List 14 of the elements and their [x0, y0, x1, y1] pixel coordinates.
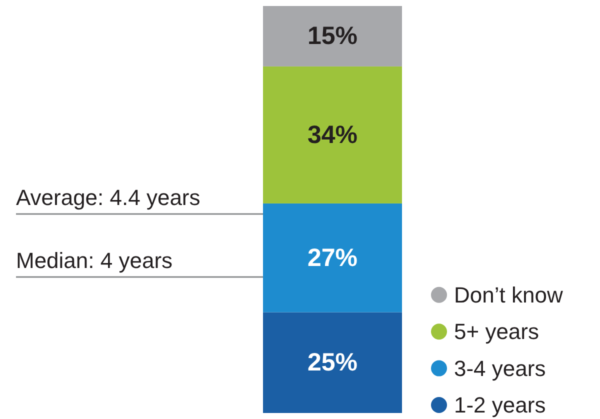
bar — [263, 203, 402, 312]
data-label: 15% — [307, 22, 358, 50]
text: Median: 4 years — [16, 248, 173, 273]
text: Average: 4.4 years — [16, 185, 200, 210]
legend-label: Don’t know — [454, 282, 563, 308]
bar — [263, 6, 402, 66]
legend-label: 3-4 years — [454, 356, 546, 381]
legend-label: 5+ years — [454, 319, 539, 344]
data-label: 25% — [307, 348, 358, 377]
data-label: 34% — [307, 120, 358, 149]
bar — [263, 312, 402, 413]
legend-label: 1-2 years — [454, 392, 546, 418]
bar — [263, 66, 402, 204]
data-label: 27% — [307, 244, 358, 272]
